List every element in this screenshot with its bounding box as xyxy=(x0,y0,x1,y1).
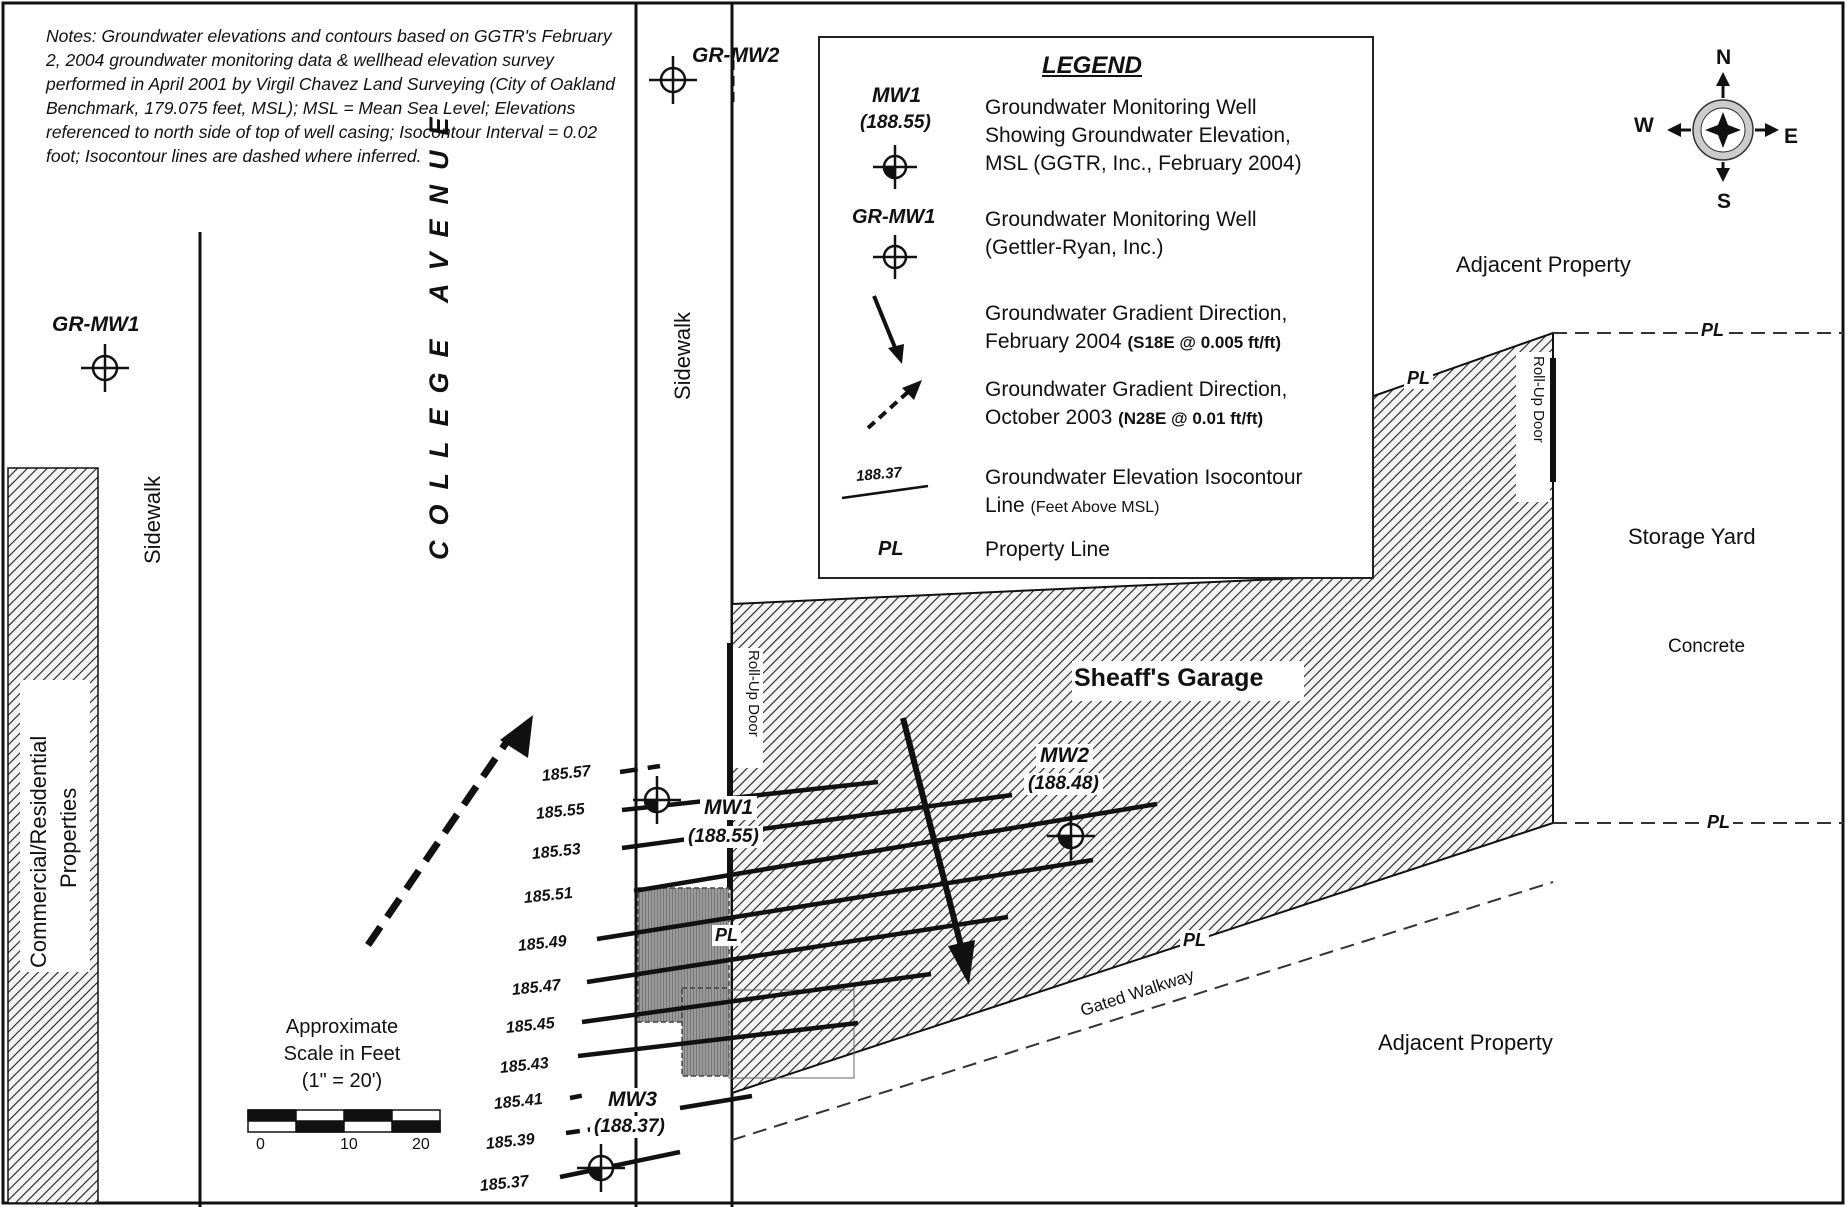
property-line-walkway xyxy=(731,881,1554,1141)
legend-mw-label: MW1 xyxy=(872,84,921,107)
well-mw2-icon xyxy=(1047,812,1095,860)
legend-grad-feb-desc-2: February 2004 xyxy=(985,330,1122,353)
scale-tick-0: 0 xyxy=(256,1136,265,1153)
map-notes: Notes: Groundwater elevations and contou… xyxy=(46,26,616,166)
well-mw3-icon xyxy=(577,1144,625,1192)
college-avenue-label: COLLEGE AVENUE xyxy=(424,102,454,560)
legend-iso-desc: Line (Feet Above MSL) xyxy=(985,492,1160,522)
isocontour-185-37 xyxy=(559,1149,681,1180)
gradient-arrow-february-2004 xyxy=(900,717,965,951)
rollup-label-bg-right xyxy=(1516,352,1550,502)
isocontour-185-49 xyxy=(596,857,1094,942)
mw1-value: (188.55) xyxy=(684,826,763,848)
mw2-value: (188.48) xyxy=(1024,773,1103,795)
storage-yard-label: Storage Yard xyxy=(1628,524,1756,549)
pl-label-island: PL xyxy=(712,925,742,946)
commercial-residential-label-2: Properties xyxy=(56,787,81,888)
isocontour-185-47 xyxy=(586,914,1009,985)
well-mw1-icon xyxy=(633,776,681,824)
pl-label-garage-top: PL xyxy=(1404,368,1434,389)
mw3-value: (188.37) xyxy=(590,1116,669,1138)
well-gr-mw1-icon xyxy=(81,344,129,392)
commercial-label-bg xyxy=(20,680,90,972)
rollup-door-right-label: Roll-Up Door xyxy=(1530,356,1547,443)
legend-isocontour-line-icon xyxy=(841,484,929,500)
isocontour-185-41 xyxy=(569,1092,586,1101)
isocontour-185-43 xyxy=(577,1020,859,1059)
sidewalk-left-label: Sidewalk xyxy=(140,475,165,564)
rollup-door-left-label: Roll-Up Door xyxy=(745,650,762,737)
legend-gr-label: GR-MW1 xyxy=(852,206,936,228)
isocontour-185-41b xyxy=(679,1093,753,1111)
legend-gr-desc-2: (Gettler-Ryan, Inc.) xyxy=(985,236,1164,259)
legend-title: LEGEND xyxy=(1042,52,1143,79)
scale-title-3: (1" = 20') xyxy=(301,1070,383,1092)
legend-mw-desc-1: Groundwater Monitoring Well xyxy=(985,96,1257,119)
legend-grad-oct-desc: October 2003 (N28E @ 0.01 ft/ft) xyxy=(985,404,1263,433)
compass-w: W xyxy=(1634,114,1654,137)
scale-title-2: Scale in Feet xyxy=(283,1043,401,1065)
legend-mw-value: (188.55) xyxy=(860,112,931,133)
adjacent-property-bottom-label: Adjacent Property xyxy=(1378,1030,1553,1055)
legend-grad-oct-desc-1: Groundwater Gradient Direction, xyxy=(985,378,1288,401)
gradient-arrow-october-2003-head xyxy=(500,715,533,758)
mw3-label: MW3 xyxy=(604,1088,661,1112)
mw1-label: MW1 xyxy=(700,796,757,820)
scale-bar xyxy=(247,1109,441,1133)
scale-tick-20: 20 xyxy=(412,1136,430,1153)
gradient-arrow-october-2003 xyxy=(365,738,511,947)
scale-title-1: Approximate xyxy=(285,1016,399,1038)
concrete-label: Concrete xyxy=(1668,636,1746,657)
legend-pl-symbol: PL xyxy=(878,538,904,560)
legend-grad-oct-desc-3: (N28E @ 0.01 ft/ft) xyxy=(1118,409,1264,428)
legend-feb-gradient-arrow-icon xyxy=(872,295,904,364)
compass-n: N xyxy=(1716,46,1732,69)
sidewalk-right-label: Sidewalk xyxy=(670,311,695,400)
adjacent-property-top-label: Adjacent Property xyxy=(1456,252,1631,277)
legend-grad-feb-desc-3: (S18E @ 0.005 ft/ft) xyxy=(1127,333,1282,352)
legend-gr-desc-1: Groundwater Monitoring Well xyxy=(985,208,1257,231)
pl-label-top: PL xyxy=(1698,320,1728,341)
north-arrow-compass-icon xyxy=(1667,72,1779,182)
legend: LEGEND MW1 (188.55) Groundwater Monitori… xyxy=(818,36,1374,579)
gradient-arrow-february-2004-head xyxy=(948,940,975,985)
legend-grad-feb-desc: February 2004 (S18E @ 0.005 ft/ft) xyxy=(985,328,1281,357)
sheaffs-garage-label: Sheaff's Garage xyxy=(1074,664,1264,692)
garage-label-bg xyxy=(1072,661,1304,701)
compass-s: S xyxy=(1717,190,1732,213)
legend-grad-oct-desc-2: October 2003 xyxy=(985,406,1113,429)
legend-iso-desc-2: Line xyxy=(985,494,1025,517)
legend-pl-desc: Property Line xyxy=(985,538,1110,561)
scale-title: Approximate Scale in Feet (1" = 20') xyxy=(262,1014,422,1095)
pl-label-middle: PL xyxy=(1704,812,1734,833)
legend-mw-desc-2: Showing Groundwater Elevation, xyxy=(985,124,1291,147)
legend-gettler-ryan-well-icon xyxy=(873,235,917,279)
island-outline xyxy=(728,989,855,1079)
scale-tick-10: 10 xyxy=(340,1136,358,1153)
rollup-label-bg-left xyxy=(733,648,763,768)
mw2-label: MW2 xyxy=(1036,744,1093,768)
legend-iso-desc-3: (Feet Above MSL) xyxy=(1030,499,1160,516)
isocontour-185-57 xyxy=(619,763,661,775)
legend-oct-gradient-arrow-icon xyxy=(866,380,922,430)
commercial-residential-label-1: Commercial/Residential xyxy=(26,735,51,968)
gr-mw1-label: GR-MW1 xyxy=(52,313,140,336)
legend-mw-desc-3: MSL (GGTR, Inc., February 2004) xyxy=(985,152,1302,175)
legend-iso-desc-1: Groundwater Elevation Isocontour xyxy=(985,466,1303,489)
well-gr-mw2-icon xyxy=(649,56,697,104)
gr-mw2-label: GR-MW2 xyxy=(692,44,780,67)
legend-monitoring-well-icon xyxy=(873,145,917,189)
compass-e: E xyxy=(1784,125,1799,148)
isocontour-185-45 xyxy=(581,971,932,1025)
legend-grad-feb-desc-1: Groundwater Gradient Direction, xyxy=(985,302,1288,325)
pl-label-walkway: PL xyxy=(1180,930,1210,951)
